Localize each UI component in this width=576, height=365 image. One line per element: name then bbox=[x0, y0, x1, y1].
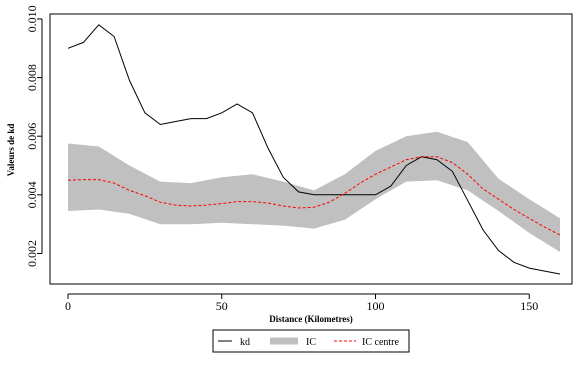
legend: kd IC IC centre bbox=[212, 329, 410, 353]
y-axis-title: Valeurs de kd bbox=[6, 124, 16, 177]
legend-label-ic-centre: IC centre bbox=[362, 337, 399, 348]
confidence-band-layer bbox=[68, 131, 560, 252]
y-tick-label: 0.010 bbox=[25, 5, 39, 32]
legend-label-kd: kd bbox=[240, 337, 250, 348]
series-line-ic-centre bbox=[67, 156, 561, 236]
y-tick-label: 0.004 bbox=[25, 181, 39, 208]
x-tick-label: 0 bbox=[65, 299, 71, 313]
y-axis: 0.002 0.004 0.006 0.008 0.010 bbox=[25, 5, 43, 267]
plot-frame bbox=[49, 13, 573, 285]
y-tick-label: 0.008 bbox=[25, 64, 39, 91]
series-line-layer bbox=[67, 24, 561, 275]
legend-label-ic: IC bbox=[306, 337, 316, 348]
series-line-kd bbox=[67, 24, 561, 275]
x-tick-label: 50 bbox=[216, 299, 228, 313]
confidence-band bbox=[68, 131, 560, 252]
x-tick-label: 150 bbox=[520, 299, 538, 313]
y-tick-label: 0.006 bbox=[25, 123, 39, 150]
x-tick-label: 100 bbox=[367, 299, 385, 313]
legend-box bbox=[212, 329, 410, 353]
x-axis: 0 50 100 150 bbox=[65, 293, 538, 313]
x-axis-title: Distance (Kilometres) bbox=[269, 314, 353, 324]
y-tick-label: 0.002 bbox=[25, 240, 39, 267]
